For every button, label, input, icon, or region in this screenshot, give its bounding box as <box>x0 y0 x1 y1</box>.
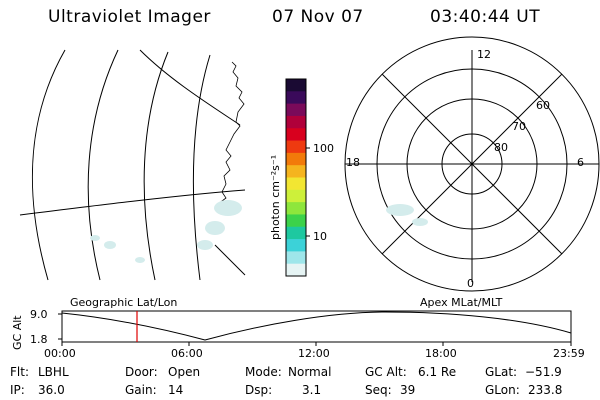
ip-value: 36.0 <box>38 383 65 397</box>
colorbar-tick-label-100: 100 <box>313 142 334 155</box>
colorbar-unit-label: photon cm⁻²s⁻¹ <box>269 154 282 240</box>
x-tick-0600: 06:00 <box>171 347 203 360</box>
orbit-panel <box>58 310 572 346</box>
gc-alt-value: 6.1 Re <box>418 365 457 379</box>
mode-label: Mode: <box>245 365 282 379</box>
dsp-label: Dsp: <box>245 383 273 397</box>
polar-plot <box>344 36 600 292</box>
lat-label-60: 60 <box>536 99 550 112</box>
colorbar-segment <box>286 239 306 252</box>
colorbar-segment <box>286 189 306 203</box>
x-tick-1800: 18:00 <box>425 347 457 360</box>
lat-label-70: 70 <box>512 120 526 133</box>
colorbar-frame <box>285 78 307 277</box>
gain-label: Gain: <box>125 383 157 397</box>
gc-alt-axis-title: GC Alt <box>11 315 24 350</box>
altitude-curve <box>61 311 572 341</box>
x-tick-2359: 23:59 <box>553 347 585 360</box>
map-aurora-speckles <box>90 200 242 263</box>
time-label: 03:40:44 UT <box>430 7 541 27</box>
colorbar-segment <box>286 226 306 240</box>
colorbar-segment <box>286 165 306 178</box>
colorbar-segment <box>286 152 306 166</box>
seq-label: Seq: <box>365 383 392 397</box>
colorbar-segment <box>286 177 306 191</box>
colorbar <box>286 79 306 277</box>
flt-label: Flt: <box>10 365 29 379</box>
dsp-value: 3.1 <box>302 383 322 397</box>
lat-label-80: 80 <box>494 141 508 154</box>
colorbar-segment <box>286 263 306 277</box>
date-label: 07 Nov 07 <box>272 7 364 27</box>
colorbar-segment <box>286 103 306 117</box>
door-value: Open <box>168 365 201 379</box>
glon-value: 233.8 <box>528 383 563 397</box>
mode-value: Normal <box>288 365 332 379</box>
mlt-label-0: 0 <box>467 277 474 290</box>
polar-aurora-speckles <box>386 204 428 226</box>
mlt-label-12: 12 <box>477 48 491 61</box>
x-tick-0000: 00:00 <box>44 347 76 360</box>
seq-value: 39 <box>400 383 416 397</box>
gc-alt-tick-1-8: 1.8 <box>30 333 48 346</box>
gc-alt-label: GC Alt: <box>365 365 407 379</box>
glat-value: −51.9 <box>525 365 562 379</box>
colorbar-segment <box>286 79 306 92</box>
colorbar-segment <box>286 202 306 215</box>
colorbar-segment <box>286 115 306 129</box>
door-label: Door: <box>125 365 158 379</box>
flt-value: LBHL <box>38 365 69 379</box>
ip-label: IP: <box>10 383 25 397</box>
mlt-label-6: 6 <box>577 156 584 169</box>
apex-label: Apex MLat/MLT <box>420 296 503 309</box>
gain-value: 14 <box>168 383 184 397</box>
x-tick-1200: 12:00 <box>298 347 330 360</box>
colorbar-segment <box>286 128 306 142</box>
gc-alt-tick-9: 9.0 <box>30 308 48 321</box>
instrument-title: Ultraviolet Imager <box>48 7 211 27</box>
mlt-label-18: 18 <box>346 156 360 169</box>
colorbar-segment <box>286 91 306 105</box>
colorbar-segment <box>286 140 306 154</box>
geographic-label: Geographic Lat/Lon <box>70 296 178 309</box>
geographic-map <box>19 49 246 281</box>
glat-label: GLat: <box>485 365 518 379</box>
colorbar-tick-label-10: 10 <box>313 230 327 243</box>
colorbar-segment <box>286 251 306 265</box>
colorbar-segment <box>286 214 306 228</box>
glon-label: GLon: <box>485 383 520 397</box>
